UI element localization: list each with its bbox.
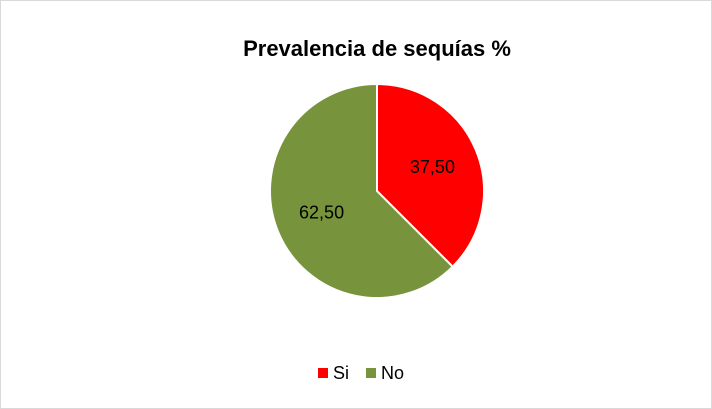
legend-swatch xyxy=(318,368,328,378)
legend-swatch xyxy=(366,368,377,378)
legend-label: No xyxy=(381,363,404,383)
chart-title: Prevalencia de sequías % xyxy=(243,36,511,61)
pie-slice xyxy=(269,82,455,299)
legend-label: Si xyxy=(333,363,349,383)
pie-slice xyxy=(376,82,485,269)
data-label: 62,50 xyxy=(299,203,344,223)
data-label: 37,50 xyxy=(410,157,455,177)
